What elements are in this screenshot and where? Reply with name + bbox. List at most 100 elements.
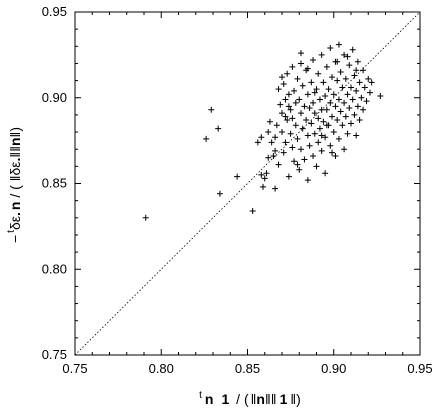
data-point: [329, 149, 336, 156]
data-point: [342, 75, 349, 82]
data-point: [323, 106, 330, 113]
data-point: [356, 117, 363, 124]
data-point: [349, 96, 356, 103]
data-point: [272, 134, 279, 141]
data-point: [265, 154, 272, 161]
data-point: [315, 139, 322, 146]
data-point: [304, 65, 311, 72]
data-point: [335, 41, 342, 48]
data-point: [282, 96, 289, 103]
data-point: [215, 125, 222, 132]
data-point: [234, 173, 241, 180]
data-point: [358, 94, 365, 101]
data-point: [353, 132, 360, 139]
data-point: [275, 86, 282, 93]
data-point: [339, 122, 346, 129]
data-point: [258, 134, 265, 141]
data-point: [301, 156, 308, 163]
data-point: [273, 122, 280, 129]
data-point: [315, 70, 322, 77]
data-point: [294, 161, 301, 168]
data-point: [322, 134, 329, 141]
data-point: [360, 67, 367, 74]
data-point: [339, 84, 346, 91]
data-point: [268, 139, 275, 146]
data-point: [266, 118, 273, 125]
data-point: [310, 99, 317, 106]
data-point: [366, 89, 373, 96]
y-tick-label: 0.85: [42, 176, 67, 191]
y-axis-label: −tδε.n / ( ‖δε.‖‖n‖): [6, 127, 23, 243]
data-point: [356, 79, 363, 86]
data-point: [335, 135, 342, 142]
data-point: [334, 117, 341, 124]
data-point: [282, 139, 289, 146]
data-point: [346, 105, 353, 112]
data-point: [368, 79, 375, 86]
data-point: [282, 113, 289, 120]
data-point: [316, 96, 323, 103]
data-point: [334, 58, 341, 65]
data-point: [310, 153, 317, 160]
x-tick-label: 0.80: [149, 361, 174, 376]
data-point: [315, 115, 322, 122]
data-point: [216, 190, 223, 197]
data-point: [348, 84, 354, 91]
data-point: [306, 142, 313, 149]
data-point: [313, 163, 320, 170]
data-point: [308, 79, 315, 86]
data-point: [322, 170, 329, 177]
data-point: [275, 161, 282, 168]
data-point: [292, 99, 299, 106]
data-point: [318, 147, 325, 154]
data-point: [289, 115, 296, 122]
data-point: [322, 93, 329, 100]
data-point: [297, 110, 304, 117]
data-point: [344, 130, 351, 137]
data-point: [279, 74, 285, 81]
data-point: [361, 84, 368, 91]
data-point: [323, 63, 330, 70]
data-point: [354, 58, 361, 65]
data-point: [351, 72, 358, 79]
data-point: [365, 75, 372, 82]
data-point: [351, 111, 358, 118]
data-point: [279, 129, 285, 136]
data-point: [297, 50, 304, 57]
data-point: [277, 101, 284, 108]
data-point: [294, 75, 301, 82]
data-point: [320, 118, 327, 125]
reference-line: [74, 11, 421, 356]
plot-area: [74, 11, 421, 356]
x-tick-label: 0.75: [62, 361, 87, 376]
data-point: [311, 89, 318, 96]
data-point: [287, 106, 294, 113]
data-point: [285, 91, 292, 98]
data-point: [260, 183, 267, 190]
data-point: [329, 74, 336, 81]
data-point: [208, 106, 215, 113]
x-tick-label: 0.85: [235, 361, 260, 376]
data-point: [330, 91, 337, 98]
data-point: [363, 98, 370, 105]
data-point: [294, 135, 301, 142]
data-point: [299, 82, 306, 89]
data-point: [318, 106, 325, 113]
data-point: [318, 51, 325, 58]
data-point: [203, 135, 210, 142]
data-point: [272, 185, 279, 192]
data-point: [258, 171, 265, 178]
data-point: [289, 144, 296, 151]
data-point: [299, 125, 306, 132]
data-point: [280, 81, 287, 88]
data-point: [263, 170, 270, 177]
data-point: [285, 103, 292, 110]
x-tick-label: 0.90: [321, 361, 346, 376]
data-point: [306, 105, 313, 112]
data-point: [297, 60, 304, 67]
data-point: [304, 91, 311, 98]
data-point: [327, 142, 334, 149]
data-point: [291, 87, 298, 94]
data-point: [265, 129, 272, 136]
data-point: [303, 117, 310, 124]
